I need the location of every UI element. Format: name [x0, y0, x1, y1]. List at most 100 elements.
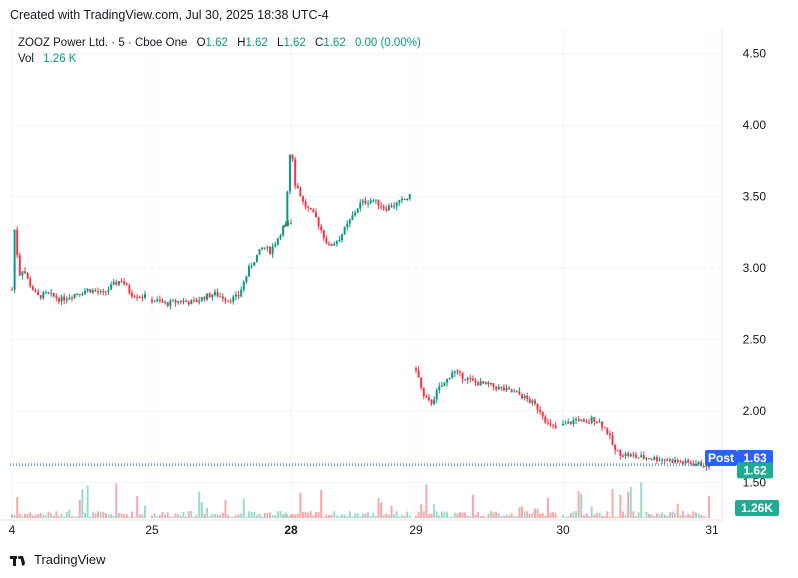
- volume-bar: [687, 513, 690, 518]
- chart-area[interactable]: 4.50 4.00 3.50 3.00 2.50 2.00 1.50 4 25 28 29 30 31…: [0, 28, 798, 548]
- candle-body: [333, 243, 336, 246]
- volume-bar: [508, 515, 511, 518]
- candle-body: [356, 208, 359, 213]
- candle-body: [627, 453, 630, 457]
- volume-bar: [601, 516, 604, 518]
- volume-bar: [91, 511, 94, 518]
- candle-body: [577, 419, 580, 421]
- volume-bar: [312, 515, 315, 518]
- candle-body: [684, 460, 687, 464]
- candle-body: [341, 234, 344, 241]
- candle-body: [182, 300, 185, 303]
- candle-body: [653, 457, 656, 460]
- candle-body: [125, 284, 128, 286]
- volume-bar: [144, 505, 146, 518]
- candle-body: [39, 294, 42, 299]
- time-axis[interactable]: 4 25 28 29 30 31: [0, 519, 722, 537]
- volume-bar: [161, 512, 164, 518]
- symbol-name[interactable]: ZOOZ Power Ltd. · 5 · Cboe One: [18, 37, 188, 49]
- volume-bar: [536, 508, 539, 518]
- candle-body: [76, 294, 79, 296]
- candle-body: [320, 226, 323, 231]
- volume-bar: [245, 516, 248, 518]
- volume-bar: [11, 514, 13, 518]
- candle-body: [94, 290, 97, 292]
- candle-body: [81, 293, 84, 295]
- volume-bar: [47, 511, 50, 518]
- candle-body: [269, 246, 272, 254]
- volume-bar: [284, 512, 287, 518]
- candle-body: [57, 298, 60, 302]
- candle-body: [156, 299, 159, 302]
- candle-body: [221, 296, 224, 299]
- volume-bar: [60, 514, 63, 518]
- candle-body: [138, 296, 141, 298]
- tradingview-logo-icon: [10, 554, 28, 566]
- candle-body: [164, 302, 167, 304]
- candle-body: [588, 422, 591, 424]
- volume-bar: [203, 513, 206, 518]
- volume-bar: [63, 516, 66, 518]
- candle-body: [294, 159, 297, 186]
- candle-body: [141, 296, 144, 298]
- volume-bar: [110, 514, 113, 518]
- candle-body: [502, 387, 505, 391]
- candle-body: [55, 296, 58, 299]
- candle-body: [541, 411, 544, 417]
- volume-bar: [648, 513, 651, 518]
- candle-body: [608, 433, 611, 436]
- candle-body: [440, 385, 443, 387]
- price-axis[interactable]: 4.50 4.00 3.50 3.00 2.50 2.00 1.50: [721, 28, 767, 520]
- candle-body: [567, 421, 570, 424]
- volume-bar: [474, 514, 477, 518]
- volume-bar: [171, 516, 174, 518]
- candle-body: [632, 454, 635, 456]
- price-candles: [11, 154, 711, 471]
- candle-body: [325, 237, 328, 244]
- volume-bar: [89, 516, 92, 518]
- volume-bar: [330, 514, 333, 518]
- volume-bar: [552, 512, 555, 518]
- volume-bar: [99, 512, 102, 518]
- volume-bar: [208, 516, 211, 518]
- price-lines: [10, 463, 722, 466]
- candle-body: [648, 458, 651, 460]
- volume-bar: [502, 515, 505, 518]
- volume-bar: [577, 491, 580, 518]
- volume-bar: [464, 512, 467, 518]
- volume-bar: [341, 514, 344, 518]
- volume-bar: [34, 514, 37, 518]
- candle-body: [585, 421, 588, 423]
- volume-bar: [354, 513, 357, 518]
- volume-bar: [539, 513, 542, 518]
- volume-bar: [663, 514, 666, 518]
- candle-body: [679, 461, 682, 463]
- price-chart[interactable]: 4.50 4.00 3.50 3.00 2.50 2.00 1.50 4 25 28 29 30 31…: [0, 28, 798, 548]
- candle-body: [34, 290, 37, 292]
- volume-bar: [258, 513, 261, 518]
- volume-bar: [640, 482, 643, 518]
- candle-body: [393, 206, 396, 208]
- volume-bar: [24, 513, 27, 518]
- volume-bar: [676, 503, 679, 518]
- volume-bar: [348, 511, 351, 518]
- candle-body: [422, 387, 425, 397]
- y-tick-label: 3.00: [743, 261, 767, 275]
- volume-bar: [102, 512, 105, 518]
- volume-bar: [240, 513, 243, 518]
- volume-bar: [458, 511, 461, 518]
- candle-body: [380, 205, 383, 207]
- candle-body: [31, 286, 34, 291]
- candle-body: [242, 281, 245, 290]
- volume-bar: [611, 488, 614, 518]
- volume-bar: [286, 514, 289, 518]
- volume-bar: [279, 511, 282, 518]
- candle-body: [406, 199, 409, 201]
- volume-bar: [681, 511, 684, 518]
- volume-bar: [287, 516, 290, 518]
- volume-bar: [97, 511, 100, 518]
- volume-bar: [44, 515, 47, 518]
- volume-bar: [489, 511, 492, 518]
- candle-body: [562, 423, 564, 426]
- last-price-tag: 1.62: [743, 463, 767, 477]
